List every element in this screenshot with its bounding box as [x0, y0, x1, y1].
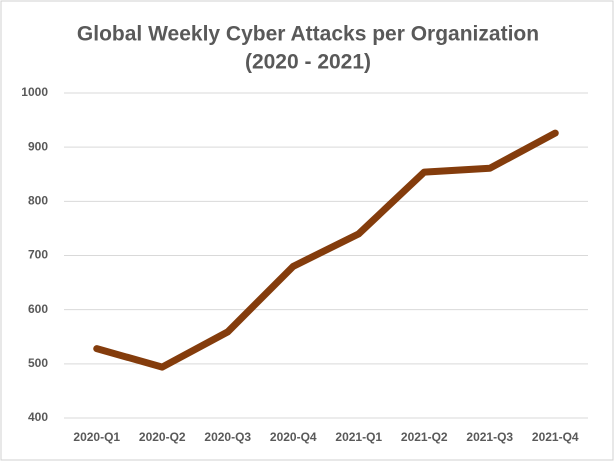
x-tick-label: 2020-Q2: [139, 430, 186, 444]
data-line: [93, 129, 559, 371]
y-tick-label: 800: [28, 194, 48, 208]
chart-subtitle: (2020 - 2021): [245, 51, 371, 74]
x-tick-label: 2020-Q4: [270, 430, 317, 444]
y-tick-label: 1000: [21, 85, 48, 99]
chart-title: Global Weekly Cyber Attacks per Organiza…: [77, 23, 539, 46]
x-tick-label: 2021-Q4: [532, 430, 579, 444]
x-tick-label: 2021-Q1: [335, 430, 382, 444]
x-tick-label: 2021-Q3: [466, 430, 513, 444]
x-tick-label: 2020-Q1: [73, 430, 120, 444]
y-tick-label: 900: [28, 139, 48, 153]
y-tick-label: 600: [28, 302, 48, 316]
y-tick-label: 700: [28, 248, 48, 262]
x-tick-label: 2020-Q3: [204, 430, 251, 444]
y-tick-label: 500: [28, 356, 48, 370]
y-tick-label: 400: [28, 410, 48, 424]
x-tick-label: 2021-Q2: [401, 430, 448, 444]
